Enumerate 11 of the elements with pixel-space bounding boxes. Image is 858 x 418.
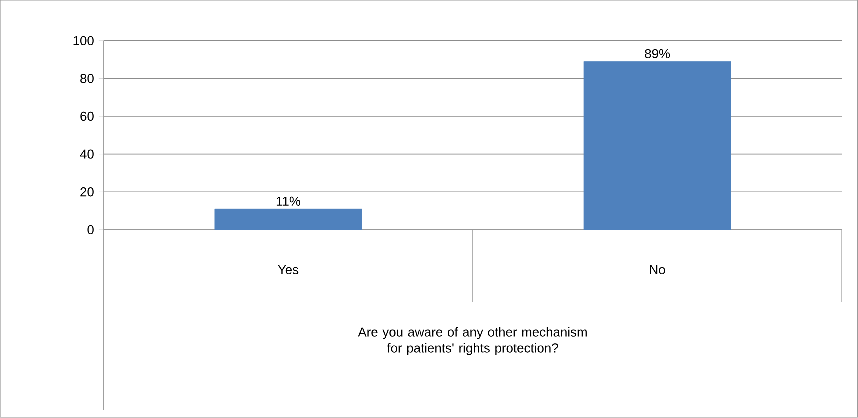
x-axis-title: Are you aware of any other mechanism for patients' rights protection? [358, 327, 587, 356]
y-tick-label: 40 [80, 150, 94, 159]
y-tick-label: 60 [80, 112, 94, 122]
y-tick-label: 100 [74, 36, 94, 46]
y-tick-label: 80 [80, 74, 94, 84]
y-tick-label: 20 [80, 188, 94, 197]
x-tick-label: Yes [278, 266, 299, 275]
x-tick-label: No [650, 266, 666, 275]
data-label: 11% [276, 196, 301, 206]
data-label: 89% [645, 49, 670, 59]
y-tick-label: 0 [88, 225, 94, 235]
